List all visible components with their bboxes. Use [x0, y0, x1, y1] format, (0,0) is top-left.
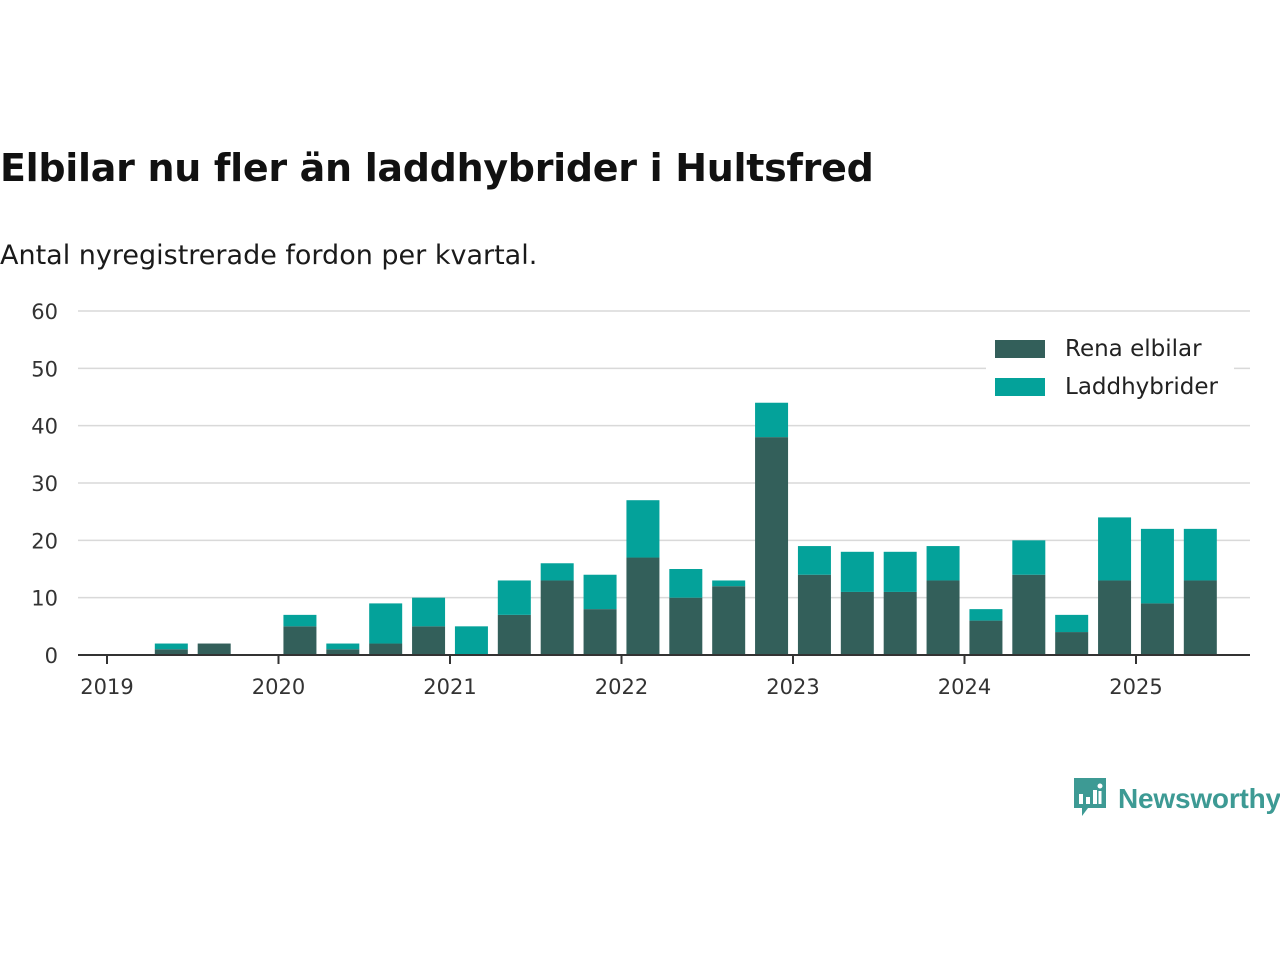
bar-rena-elbilar-2025-Q2: [1183, 580, 1217, 655]
x-tick-label: 2025: [1109, 675, 1162, 699]
bar-rena-elbilar-2023-Q4: [926, 580, 960, 655]
bar-laddhybrider-2024-Q1: [969, 609, 1003, 621]
bar-rena-elbilar-2021-Q2: [497, 614, 531, 655]
brand-logo: Newsworthy: [1072, 776, 1280, 822]
bar-laddhybrider-2023-Q2: [840, 551, 874, 592]
bar-rena-elbilar-2024-Q3: [1055, 632, 1089, 655]
y-tick-label: 60: [31, 300, 58, 324]
bar-laddhybrider-2025-Q2: [1183, 528, 1217, 581]
y-tick-label: 30: [31, 472, 58, 496]
bar-laddhybrider-2022-Q4: [755, 402, 789, 438]
y-axis-ticks: 0 10 20 30 40 50 60: [31, 300, 58, 668]
bar-laddhybrider-2025-Q1: [1140, 528, 1174, 604]
bar-rena-elbilar-2020-Q3: [369, 643, 403, 655]
brand-name: Newsworthy: [1118, 783, 1280, 814]
bars: [154, 402, 1217, 655]
bar-rena-elbilar-2020-Q4: [412, 626, 446, 655]
x-tick-label: 2020: [252, 675, 305, 699]
bar-rena-elbilar-2019-Q3: [197, 643, 231, 655]
y-tick-label: 0: [45, 644, 58, 668]
chart-subtitle: Antal nyregistrerade fordon per kvartal.: [0, 240, 538, 271]
bar-laddhybrider-2024-Q4: [1098, 517, 1132, 581]
bar-rena-elbilar-2021-Q3: [540, 580, 574, 655]
bar-laddhybrider-2021-Q3: [540, 563, 574, 581]
bar-laddhybrider-2019-Q2: [154, 643, 188, 650]
bar-laddhybrider-2021-Q1: [454, 626, 488, 655]
bar-laddhybrider-2023-Q4: [926, 546, 960, 581]
bar-laddhybrider-2022-Q3: [712, 580, 746, 587]
bar-laddhybrider-2023-Q1: [797, 546, 831, 575]
bar-laddhybrider-2020-Q3: [369, 603, 403, 644]
y-tick-label: 50: [31, 357, 58, 381]
bar-rena-elbilar-2024-Q2: [1012, 574, 1046, 655]
bar-laddhybrider-2024-Q2: [1012, 540, 1046, 575]
x-tick-label: 2021: [423, 675, 476, 699]
legend: Rena elbilar Laddhybrider: [986, 330, 1234, 410]
legend-swatch-2: [995, 378, 1045, 396]
x-tick-label: 2023: [766, 675, 819, 699]
gridlines: [78, 310, 1250, 599]
bar-rena-elbilar-2022-Q3: [712, 586, 746, 655]
bar-rena-elbilar-2020-Q1: [283, 626, 317, 655]
y-tick-label: 40: [31, 415, 58, 439]
bar-rena-elbilar-2023-Q1: [797, 574, 831, 655]
bar-laddhybrider-2023-Q3: [883, 551, 917, 592]
bar-laddhybrider-2022-Q2: [669, 569, 703, 598]
bar-laddhybrider-2021-Q4: [583, 574, 617, 610]
newsworthy-logo-icon: [1072, 776, 1108, 822]
bar-rena-elbilar-2023-Q3: [883, 591, 917, 655]
bar-rena-elbilar-2024-Q1: [969, 620, 1003, 655]
bar-rena-elbilar-2021-Q4: [583, 609, 617, 655]
bar-rena-elbilar-2020-Q2: [326, 649, 360, 655]
legend-label-2: Laddhybrider: [1065, 374, 1218, 400]
x-tick-label: 2024: [938, 675, 991, 699]
bar-laddhybrider-2022-Q1: [626, 500, 660, 558]
bar-rena-elbilar-2019-Q2: [154, 649, 188, 655]
bar-laddhybrider-2024-Q3: [1055, 614, 1089, 633]
bar-rena-elbilar-2024-Q4: [1098, 580, 1132, 655]
legend-swatch-1: [995, 340, 1045, 358]
bar-laddhybrider-2020-Q2: [326, 643, 360, 650]
x-tick-label: 2019: [80, 675, 133, 699]
x-tick-label: 2022: [595, 675, 648, 699]
bar-rena-elbilar-2022-Q4: [755, 437, 789, 655]
bar-rena-elbilar-2022-Q1: [626, 557, 660, 655]
bar-rena-elbilar-2022-Q2: [669, 597, 703, 655]
legend-label-1: Rena elbilar: [1065, 336, 1202, 362]
bar-laddhybrider-2020-Q4: [412, 597, 446, 627]
bar-rena-elbilar-2025-Q1: [1140, 603, 1174, 655]
bar-laddhybrider-2020-Q1: [283, 614, 317, 627]
y-tick-label: 20: [31, 529, 58, 553]
x-axis-ticks: 2019 2020 2021 2022 2023 2024 2025: [80, 655, 1163, 699]
bar-rena-elbilar-2023-Q2: [840, 591, 874, 655]
bar-laddhybrider-2021-Q2: [497, 580, 531, 615]
y-tick-label: 10: [31, 587, 58, 611]
chart-title: Elbilar nu fler än laddhybrider i Hultsf…: [0, 146, 874, 190]
